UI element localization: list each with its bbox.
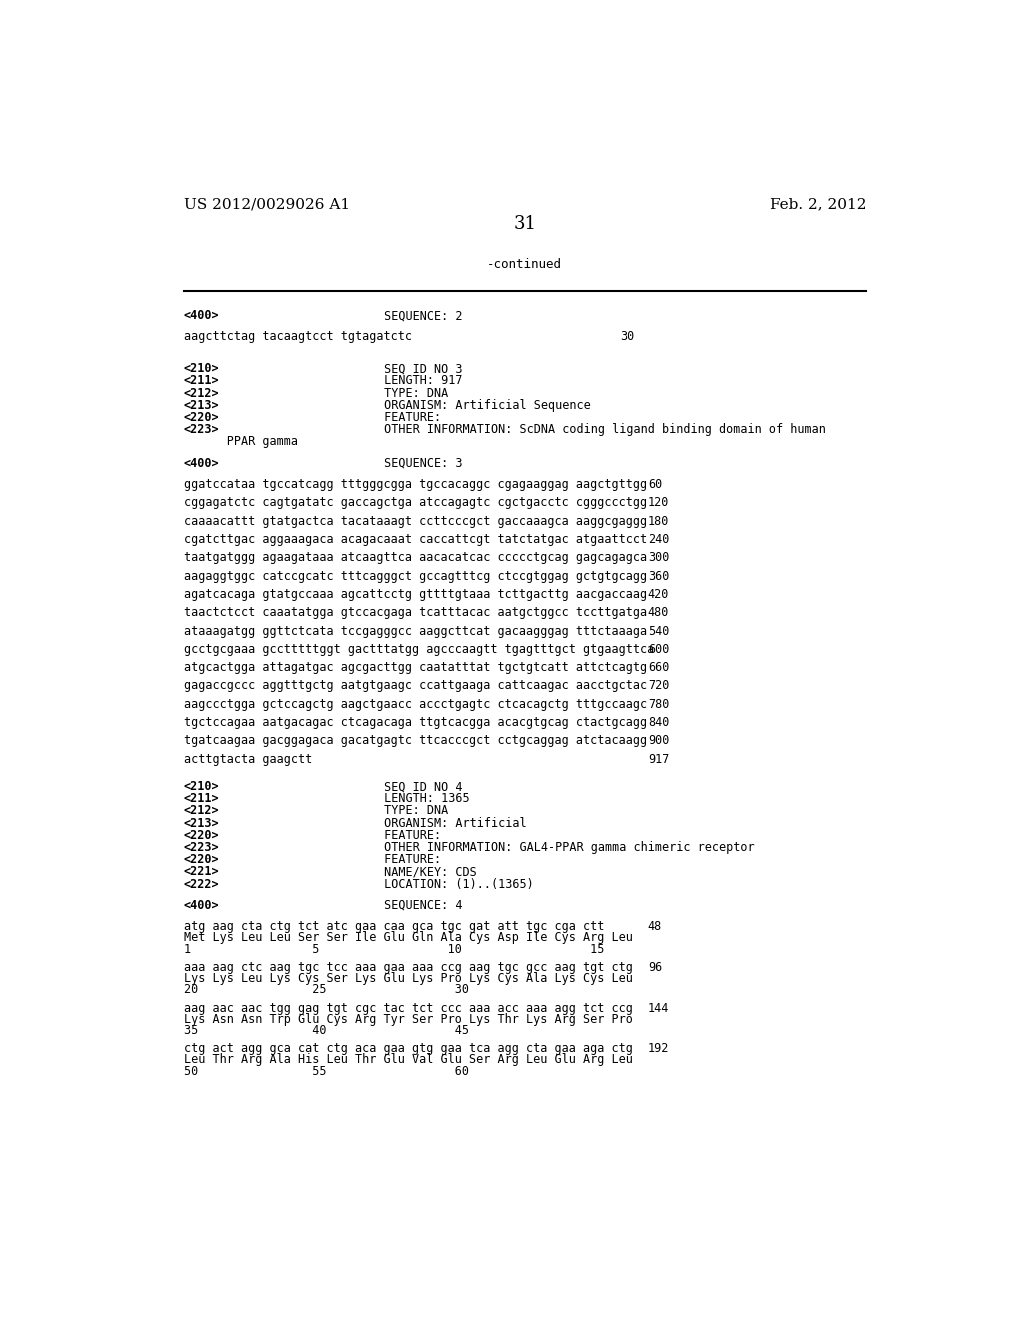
Text: -continued: -continued (487, 257, 562, 271)
Text: <213>: <213> (183, 399, 219, 412)
Text: <220>: <220> (183, 853, 219, 866)
Text: 50                55                  60: 50 55 60 (183, 1065, 469, 1077)
Text: 30: 30 (620, 330, 634, 343)
Text: OTHER INFORMATION: ScDNA coding ligand binding domain of human: OTHER INFORMATION: ScDNA coding ligand b… (378, 424, 826, 437)
Text: 35                40                  45: 35 40 45 (183, 1024, 469, 1038)
Text: 660: 660 (648, 661, 669, 675)
Text: LOCATION: (1)..(1365): LOCATION: (1)..(1365) (378, 878, 535, 891)
Text: OTHER INFORMATION: GAL4-PPAR gamma chimeric receptor: OTHER INFORMATION: GAL4-PPAR gamma chime… (378, 841, 755, 854)
Text: 420: 420 (648, 587, 669, 601)
Text: 192: 192 (648, 1043, 669, 1055)
Text: TYPE: DNA: TYPE: DNA (378, 387, 449, 400)
Text: SEQUENCE: 4: SEQUENCE: 4 (378, 899, 463, 912)
Text: ORGANISM: Artificial Sequence: ORGANISM: Artificial Sequence (378, 399, 591, 412)
Text: 300: 300 (648, 552, 669, 565)
Text: <221>: <221> (183, 866, 219, 878)
Text: ORGANISM: Artificial: ORGANISM: Artificial (378, 817, 527, 830)
Text: aagcttctag tacaagtcct tgtagatctc: aagcttctag tacaagtcct tgtagatctc (183, 330, 412, 343)
Text: 31: 31 (513, 215, 537, 234)
Text: FEATURE:: FEATURE: (378, 853, 441, 866)
Text: <220>: <220> (183, 411, 219, 424)
Text: 1                 5                  10                  15: 1 5 10 15 (183, 942, 604, 956)
Text: <400>: <400> (183, 309, 219, 322)
Text: gcctgcgaaa gcctttttggt gactttatgg agcccaagtt tgagtttgct gtgaagttca: gcctgcgaaa gcctttttggt gactttatgg agccca… (183, 643, 653, 656)
Text: 540: 540 (648, 624, 669, 638)
Text: 360: 360 (648, 570, 669, 582)
Text: <222>: <222> (183, 878, 219, 891)
Text: <223>: <223> (183, 841, 219, 854)
Text: 480: 480 (648, 606, 669, 619)
Text: <212>: <212> (183, 387, 219, 400)
Text: 780: 780 (648, 698, 669, 710)
Text: NAME/KEY: CDS: NAME/KEY: CDS (378, 866, 477, 878)
Text: PPAR gamma: PPAR gamma (183, 436, 298, 449)
Text: <210>: <210> (183, 780, 219, 793)
Text: cggagatctc cagtgatatc gaccagctga atccagagtc cgctgacctc cgggccctgg: cggagatctc cagtgatatc gaccagctga atccaga… (183, 496, 647, 510)
Text: atg aag cta ctg tct atc gaa caa gca tgc gat att tgc cga ctt: atg aag cta ctg tct atc gaa caa gca tgc … (183, 920, 604, 933)
Text: taatgatggg agaagataaa atcaagttca aacacatcac ccccctgcag gagcagagca: taatgatggg agaagataaa atcaagttca aacacat… (183, 552, 647, 565)
Text: atgcactgga attagatgac agcgacttgg caatatttat tgctgtcatt attctcagtg: atgcactgga attagatgac agcgacttgg caatatt… (183, 661, 647, 675)
Text: 144: 144 (648, 1002, 669, 1015)
Text: <400>: <400> (183, 457, 219, 470)
Text: tgatcaagaa gacggagaca gacatgagtc ttcacccgct cctgcaggag atctacaagg: tgatcaagaa gacggagaca gacatgagtc ttcaccc… (183, 734, 647, 747)
Text: agatcacaga gtatgccaaa agcattcctg gttttgtaaa tcttgacttg aacgaccaag: agatcacaga gtatgccaaa agcattcctg gttttgt… (183, 587, 647, 601)
Text: 240: 240 (648, 533, 669, 546)
Text: ggatccataa tgccatcagg tttgggcgga tgccacaggc cgagaaggag aagctgttgg: ggatccataa tgccatcagg tttgggcgga tgccaca… (183, 478, 647, 491)
Text: aagaggtggc catccgcatc tttcagggct gccagtttcg ctccgtggag gctgtgcagg: aagaggtggc catccgcatc tttcagggct gccagtt… (183, 570, 647, 582)
Text: gagaccgccc aggtttgctg aatgtgaagc ccattgaaga cattcaagac aacctgctac: gagaccgccc aggtttgctg aatgtgaagc ccattga… (183, 680, 647, 693)
Text: 180: 180 (648, 515, 669, 528)
Text: <211>: <211> (183, 375, 219, 388)
Text: 720: 720 (648, 680, 669, 693)
Text: <212>: <212> (183, 804, 219, 817)
Text: Lys Lys Leu Lys Cys Ser Lys Glu Lys Pro Lys Cys Ala Lys Cys Leu: Lys Lys Leu Lys Cys Ser Lys Glu Lys Pro … (183, 972, 633, 985)
Text: TYPE: DNA: TYPE: DNA (378, 804, 449, 817)
Text: 60: 60 (648, 478, 663, 491)
Text: ataaagatgg ggttctcata tccgagggcc aaggcttcat gacaagggag tttctaaaga: ataaagatgg ggttctcata tccgagggcc aaggctt… (183, 624, 647, 638)
Text: <223>: <223> (183, 424, 219, 437)
Text: 840: 840 (648, 715, 669, 729)
Text: US 2012/0029026 A1: US 2012/0029026 A1 (183, 197, 349, 211)
Text: aaa aag ctc aag tgc tcc aaa gaa aaa ccg aag tgc gcc aag tgt ctg: aaa aag ctc aag tgc tcc aaa gaa aaa ccg … (183, 961, 633, 974)
Text: FEATURE:: FEATURE: (378, 411, 441, 424)
Text: 900: 900 (648, 734, 669, 747)
Text: 48: 48 (648, 920, 663, 933)
Text: <210>: <210> (183, 362, 219, 375)
Text: LENGTH: 917: LENGTH: 917 (378, 375, 463, 388)
Text: LENGTH: 1365: LENGTH: 1365 (378, 792, 470, 805)
Text: caaaacattt gtatgactca tacataaagt ccttcccgct gaccaaagca aaggcgaggg: caaaacattt gtatgactca tacataaagt ccttccc… (183, 515, 647, 528)
Text: Leu Thr Arg Ala His Leu Thr Glu Val Glu Ser Arg Leu Glu Arg Leu: Leu Thr Arg Ala His Leu Thr Glu Val Glu … (183, 1053, 633, 1067)
Text: <220>: <220> (183, 829, 219, 842)
Text: <213>: <213> (183, 817, 219, 830)
Text: 600: 600 (648, 643, 669, 656)
Text: FEATURE:: FEATURE: (378, 829, 441, 842)
Text: aagccctgga gctccagctg aagctgaacc accctgagtc ctcacagctg tttgccaagc: aagccctgga gctccagctg aagctgaacc accctga… (183, 698, 647, 710)
Text: <400>: <400> (183, 899, 219, 912)
Text: 96: 96 (648, 961, 663, 974)
Text: tgctccagaa aatgacagac ctcagacaga ttgtcacgga acacgtgcag ctactgcagg: tgctccagaa aatgacagac ctcagacaga ttgtcac… (183, 715, 647, 729)
Text: aag aac aac tgg gag tgt cgc tac tct ccc aaa acc aaa agg tct ccg: aag aac aac tgg gag tgt cgc tac tct ccc … (183, 1002, 633, 1015)
Text: Lys Asn Asn Trp Glu Cys Arg Tyr Ser Pro Lys Thr Lys Arg Ser Pro: Lys Asn Asn Trp Glu Cys Arg Tyr Ser Pro … (183, 1012, 633, 1026)
Text: Feb. 2, 2012: Feb. 2, 2012 (770, 197, 866, 211)
Text: 917: 917 (648, 752, 669, 766)
Text: SEQ ID NO 3: SEQ ID NO 3 (378, 362, 463, 375)
Text: acttgtacta gaagctt: acttgtacta gaagctt (183, 752, 311, 766)
Text: cgatcttgac aggaaagaca acagacaaat caccattcgt tatctatgac atgaattcct: cgatcttgac aggaaagaca acagacaaat caccatt… (183, 533, 647, 546)
Text: SEQUENCE: 3: SEQUENCE: 3 (378, 457, 463, 470)
Text: ctg act agg gca cat ctg aca gaa gtg gaa tca agg cta gaa aga ctg: ctg act agg gca cat ctg aca gaa gtg gaa … (183, 1043, 633, 1055)
Text: <211>: <211> (183, 792, 219, 805)
Text: 20                25                  30: 20 25 30 (183, 983, 469, 997)
Text: 120: 120 (648, 496, 669, 510)
Text: SEQ ID NO 4: SEQ ID NO 4 (378, 780, 463, 793)
Text: Met Lys Leu Leu Ser Ser Ile Glu Gln Ala Cys Asp Ile Cys Arg Leu: Met Lys Leu Leu Ser Ser Ile Glu Gln Ala … (183, 932, 633, 945)
Text: SEQUENCE: 2: SEQUENCE: 2 (378, 309, 463, 322)
Text: taactctcct caaatatgga gtccacgaga tcatttacac aatgctggcc tccttgatga: taactctcct caaatatgga gtccacgaga tcattta… (183, 606, 647, 619)
